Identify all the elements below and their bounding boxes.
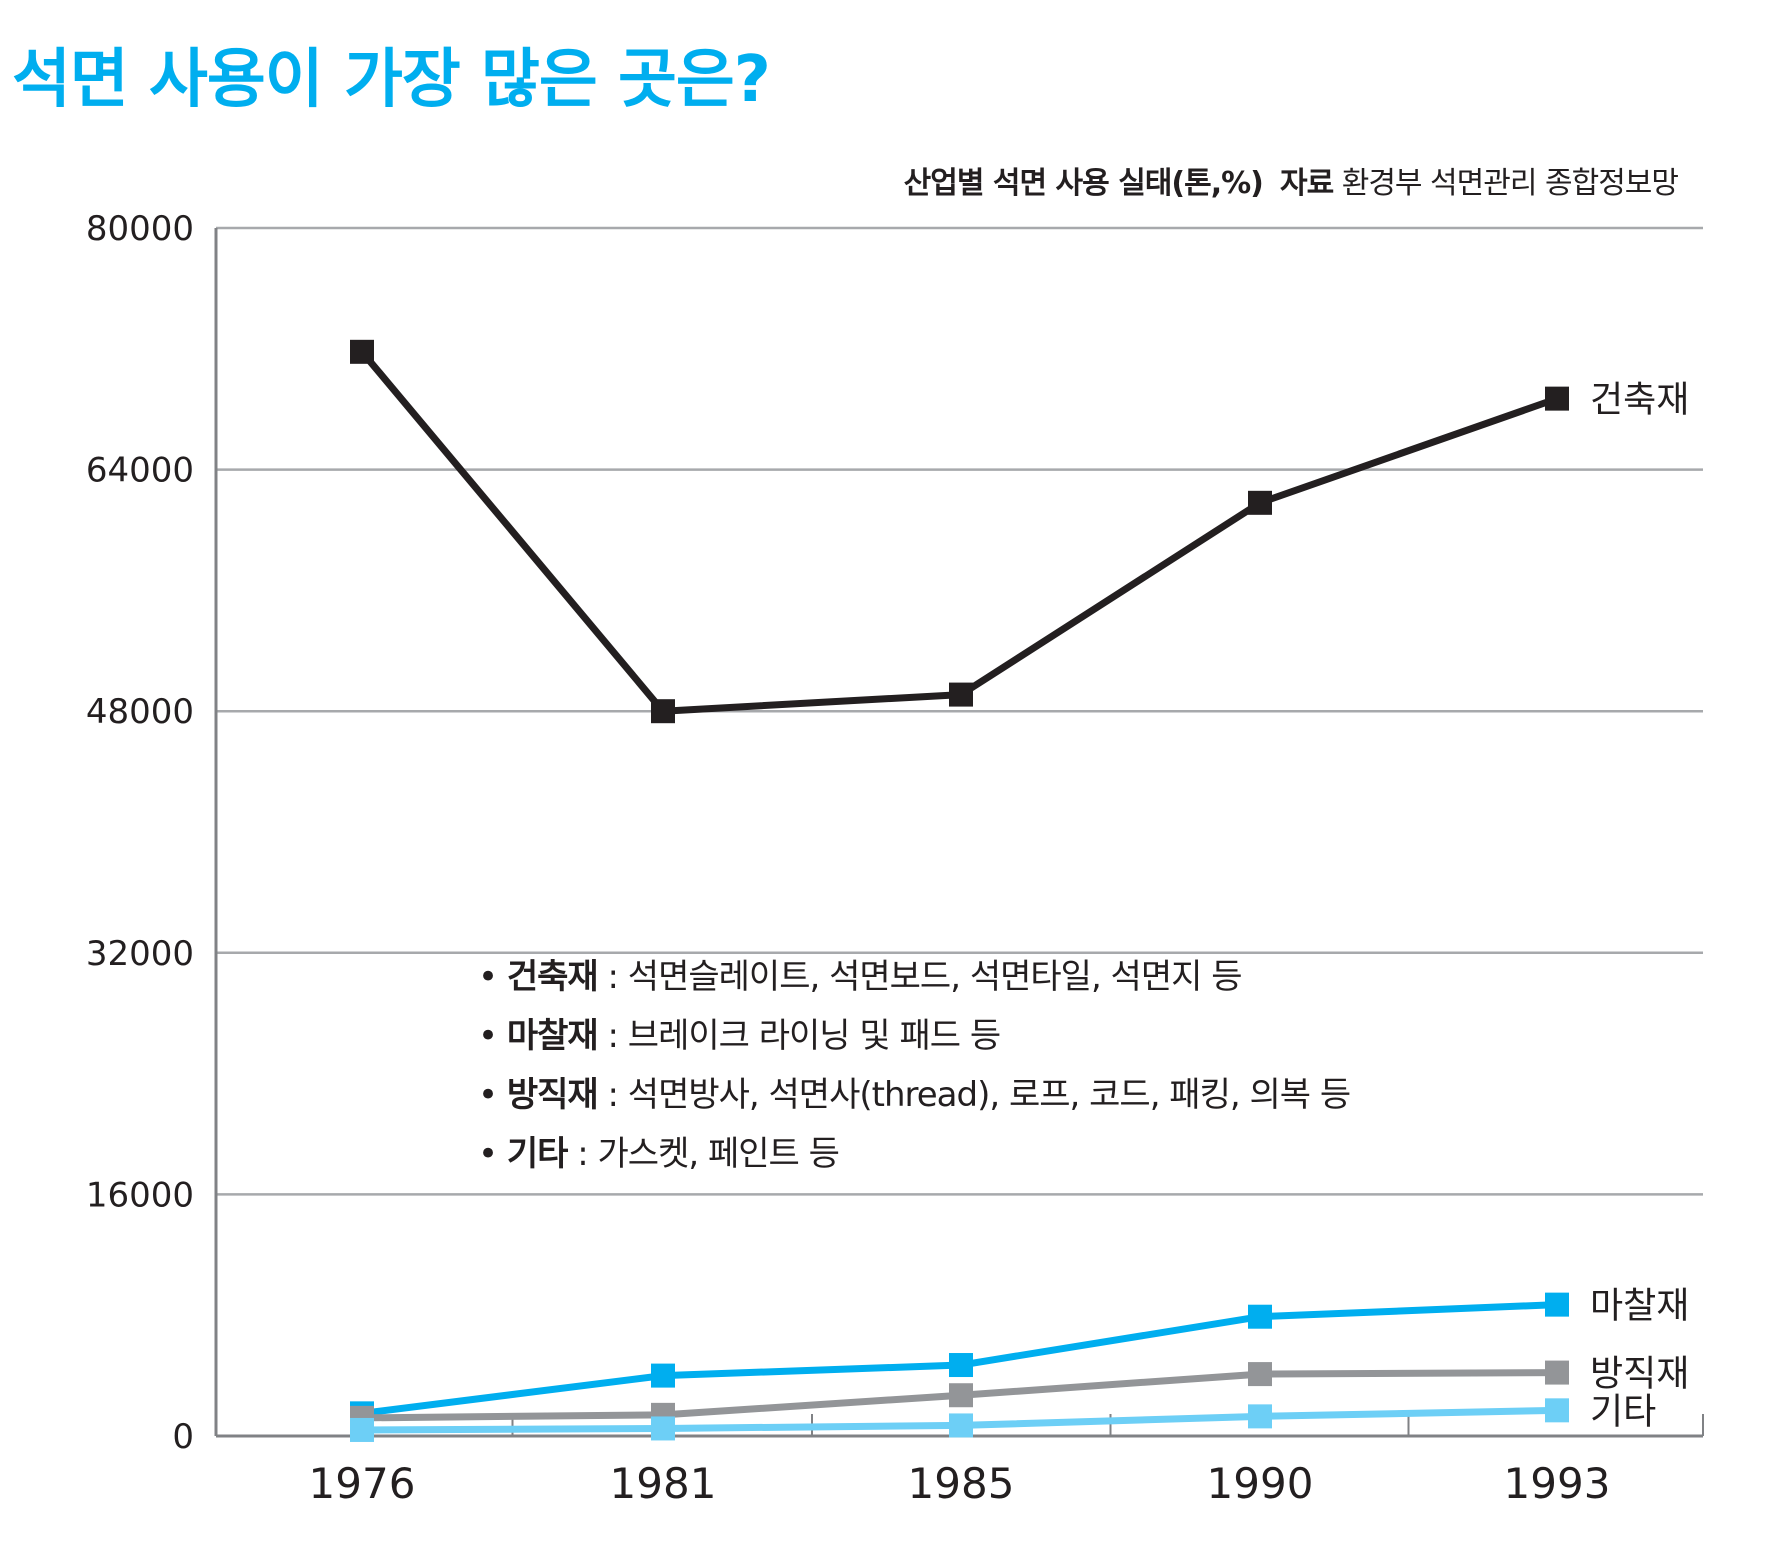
y-tick-label: 16000 [86,1175,194,1215]
x-tick-label: 1985 [908,1459,1015,1508]
note-desc: : 석면방사, 석면사(thread), 로프, 코드, 패킹, 의복 등 [597,1075,1352,1115]
source-label: 자료 [1279,166,1334,201]
data-point-marker [350,1417,374,1442]
y-tick-label: 64000 [86,451,194,491]
y-tick-label: 48000 [86,692,194,732]
y-tick-label: 80000 [86,209,194,249]
source-name: 환경부 석면관리 종합정보망 [1341,166,1679,201]
data-point-marker [1545,1292,1569,1317]
series-label: 방직재 [1590,1354,1689,1395]
data-point-marker [350,339,374,364]
note-item: • 방직재 : 석면방사, 석면사(thread), 로프, 코드, 패킹, 의… [478,1075,1352,1115]
y-tick-label: 0 [172,1417,194,1457]
data-point-marker [949,682,973,707]
data-point-marker [1248,1304,1272,1329]
data-point-marker [949,1413,973,1438]
x-tick-label: 1990 [1207,1459,1314,1508]
chart-source-line: 산업별 석면 사용 실태(톤,%) 자료 환경부 석면관리 종합정보망 [903,158,1679,202]
x-tick-label: 1981 [610,1459,717,1508]
data-point-marker [1545,1398,1569,1423]
series-label: 마찰재 [1590,1286,1689,1327]
data-point-marker [1545,386,1569,411]
series-label: 건축재 [1590,380,1689,421]
page-title: 석면 사용이 가장 많은 곳은? [12,43,771,117]
note-desc: : 석면슬레이트, 석면보드, 석면타일, 석면지 등 [597,957,1243,997]
series-line [359,349,1559,715]
data-point-marker [949,1353,973,1378]
data-point-marker [1545,1360,1569,1385]
note-item: • 기타 : 가스켓, 페인트 등 [478,1134,840,1174]
y-tick-label: 32000 [86,934,194,974]
data-point-marker [1248,1404,1272,1429]
note-desc: : 가스켓, 페인트 등 [567,1134,840,1174]
data-point-marker [651,1363,675,1388]
data-point-marker [1248,490,1272,515]
x-tick-label: 1976 [309,1459,416,1508]
note-term: 마찰재 [506,1016,599,1056]
note-term: 방직재 [506,1075,599,1115]
note-term: 기타 [506,1134,569,1174]
category-notes: • 건축재 : 석면슬레이트, 석면보드, 석면타일, 석면지 등 • 마찰재 … [478,948,1352,1184]
note-term: 건축재 [506,957,599,997]
data-point-marker [651,1416,675,1441]
note-item: • 마찰재 : 브레이크 라이닝 및 패드 등 [478,1016,1002,1056]
data-point-marker [651,699,675,724]
x-tick-label: 1993 [1504,1459,1611,1508]
note-desc: : 브레이크 라이닝 및 패드 등 [597,1016,1002,1056]
note-item: • 건축재 : 석면슬레이트, 석면보드, 석면타일, 석면지 등 [478,957,1243,997]
series-label: 기타 [1590,1391,1656,1432]
chart-subtitle: 산업별 석면 사용 실태(톤,%) [903,166,1264,201]
data-point-marker [1248,1362,1272,1387]
data-point-marker [949,1383,973,1408]
